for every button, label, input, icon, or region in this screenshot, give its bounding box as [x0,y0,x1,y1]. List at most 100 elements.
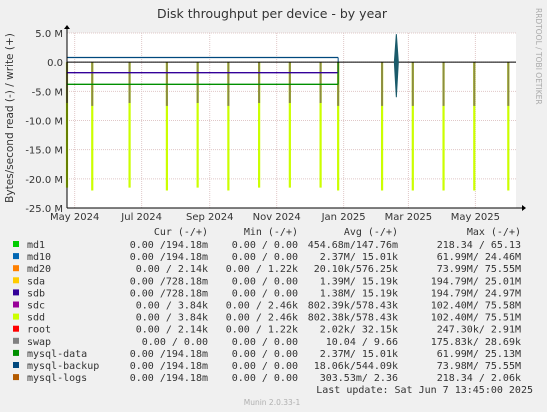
y-tick-label: 5.0 M [35,29,63,40]
y-tick-label: 0.0 [47,58,63,69]
legend-max-sdc: 102.40M/ 75.58M [431,301,521,312]
y-tick-label: -10.0 M [25,117,63,128]
legend-label-sdb: sdb [27,288,45,299]
legend-header-max: Max (-/+) [467,227,521,238]
legend-avg-sdd: 802.38k/578.43k [308,313,398,324]
legend-max-sdb: 194.79M/ 24.97M [431,288,521,299]
legend-min-sdb: 0.00 / 0.00 [232,288,298,299]
legend-cur-mysql-logs: 0.00 /194.18m [130,373,208,384]
legend-avg-mysql-logs: 303.53m/ 2.36 [320,373,398,384]
legend-max-md1: 218.34 / 65.13 [437,240,521,251]
legend-max-mysql-backup: 73.98M/ 75.55M [437,361,521,372]
legend-max-mysql-data: 61.99M/ 25.13M [437,349,521,360]
legend-label-sda: sda [27,276,45,287]
y-axis-label: Bytes/second read (-) / write (+) [4,33,16,203]
munin-footer: Munin 2.0.33-1 [244,398,301,407]
legend-min-md10: 0.00 / 0.00 [232,252,298,263]
legend-cur-sdc: 0.00 / 3.84k [136,301,208,312]
legend-avg-sdc: 802.39k/578.43k [308,301,398,312]
legend-max-md10: 61.99M/ 24.46M [437,252,521,263]
legend-max-md20: 73.99M/ 75.55M [437,264,521,275]
legend-avg-sdb: 1.38M/ 15.19k [320,288,398,299]
x-tick-label: May 2025 [451,212,500,223]
legend-avg-mysql-backup: 18.06k/544.09k [314,361,398,372]
legend-max-sdd: 102.40M/ 75.51M [431,313,521,324]
legend-cur-swap: 0.00 / 0.00 [142,337,208,348]
x-tick-label: Mar 2025 [385,212,433,223]
legend-max-sda: 194.79M/ 25.01M [431,276,521,287]
y-tick-label: -15.0 M [25,146,63,157]
legend-cur-root: 0.00 / 2.14k [136,325,208,336]
burst-spike [393,34,399,98]
legend-header-min: Min (-/+) [244,227,298,238]
x-tick-label: Jan 2025 [321,212,366,223]
legend-min-sdc: 0.00 / 2.46k [226,301,298,312]
y-tick-label: -25.0 M [25,204,63,215]
legend-cur-md1: 0.00 /194.18m [130,240,208,251]
legend-cur-sdb: 0.00 /728.18m [130,288,208,299]
legend-cur-sdd: 0.00 / 3.84k [136,313,208,324]
legend-label-mysql-data: mysql-data [27,349,87,360]
legend-avg-mysql-data: 2.37M/ 15.01k [320,349,398,360]
legend-min-mysql-backup: 0.00 / 0.00 [232,361,298,372]
legend-swatch-md20 [13,265,19,272]
watermark: RRDTOOL / TOBI OETIKER [534,8,543,105]
legend-avg-root: 2.02k/ 32.15k [320,325,398,336]
legend-min-md1: 0.00 / 0.00 [232,240,298,251]
legend-swatch-sdd [13,313,19,320]
legend-swatch-sdb [13,289,19,296]
legend-label-md1: md1 [27,240,45,251]
legend-avg-sda: 1.39M/ 15.19k [320,276,398,287]
axis-layer: 5.0 M 0.0 -5.0 M -10.0 M -15.0 M -20.0 M -25.0… [25,25,526,223]
legend-label-sdc: sdc [27,301,45,312]
legend-label-md20: md20 [27,264,51,275]
x-tick-label: Jul 2024 [120,212,162,223]
legend-swatch-swap [13,337,19,344]
legend-label-swap: swap [27,337,51,348]
chart-title: Disk throughput per device - by year [157,6,388,21]
y-tick-label: -20.0 M [25,175,63,186]
legend-avg-md1: 454.68m/147.76m [308,240,398,251]
legend-swatch-mysql-logs [13,374,19,381]
legend-swatch-md1 [13,241,19,247]
x-tick-label: Sep 2024 [186,212,233,223]
legend-label-mysql-logs: mysql-logs [27,373,87,384]
x-tick-label: May 2024 [50,212,99,223]
legend-min-root: 0.00 / 1.22k [226,325,298,336]
legend-label-sdd: sdd [27,313,45,324]
legend-min-md20: 0.00 / 1.22k [226,264,298,275]
legend-cur-mysql-backup: 0.00 /194.18m [130,361,208,372]
legend-swatch-sdc [13,301,19,308]
last-update: Last update: Sat Jun 7 13:45:00 2025 [316,385,533,396]
legend-swatch-mysql-backup [13,362,19,368]
legend-max-root: 247.30k/ 2.91M [437,325,521,336]
legend-avg-md10: 2.37M/ 15.01k [320,252,398,263]
legend-max-mysql-logs: 218.34 / 2.06k [437,373,521,384]
legend-min-sdd: 0.00 / 2.46k [226,313,298,324]
x-tick-label: Nov 2024 [253,212,301,223]
legend-swatch-mysql-data [13,349,19,356]
legend-label-md10: md10 [27,252,51,263]
legend-min-mysql-data: 0.00 / 0.00 [232,349,298,360]
x-axis-arrow [522,205,526,211]
y-tick-label: -5.0 M [32,87,63,98]
legend-cur-sda: 0.00 /728.18m [130,276,208,287]
legend-min-swap: 0.00 / 0.00 [232,337,298,348]
legend-avg-swap: 10.04 / 9.66 [326,337,398,348]
legend-avg-md20: 20.10k/576.25k [314,264,398,275]
legend-max-swap: 175.83k/ 28.69k [431,337,521,348]
legend-header-avg: Avg (-/+) [344,227,398,238]
legend-header-cur: Cur (-/+) [154,227,208,238]
legend: Cur (-/+) Min (-/+) Avg (-/+) Max (-/+)md1 0… [13,227,521,384]
legend-swatch-sda [13,277,19,284]
legend-swatch-root [13,325,19,332]
legend-cur-md10: 0.00 /194.18m [130,252,208,263]
legend-swatch-md10 [13,253,19,260]
legend-cur-md20: 0.00 / 2.14k [136,264,208,275]
legend-cur-mysql-data: 0.00 /194.18m [130,349,208,360]
legend-min-sda: 0.00 / 0.00 [232,276,298,287]
legend-min-mysql-logs: 0.00 / 0.00 [232,373,298,384]
y-axis-arrow [64,25,70,29]
legend-label-mysql-backup: mysql-backup [27,361,99,372]
